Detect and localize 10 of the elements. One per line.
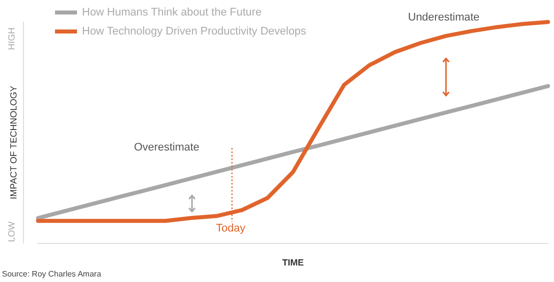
legend-label: How Humans Think about the Future — [82, 6, 262, 18]
annotation: Underestimate — [408, 12, 480, 24]
annotation: Overestimate — [134, 142, 200, 154]
y-axis-title: IMPACT OF TECHNOLOGY — [8, 86, 18, 200]
annotation: Today — [216, 222, 246, 234]
text: LOW — [6, 220, 16, 242]
text: HIGH — [6, 28, 16, 50]
x-axis-title: TIME — [282, 258, 304, 268]
source-note: Source: Roy Charles Amara — [2, 270, 102, 278]
legend-label: How Technology Driven Productivity Develops — [82, 26, 307, 38]
